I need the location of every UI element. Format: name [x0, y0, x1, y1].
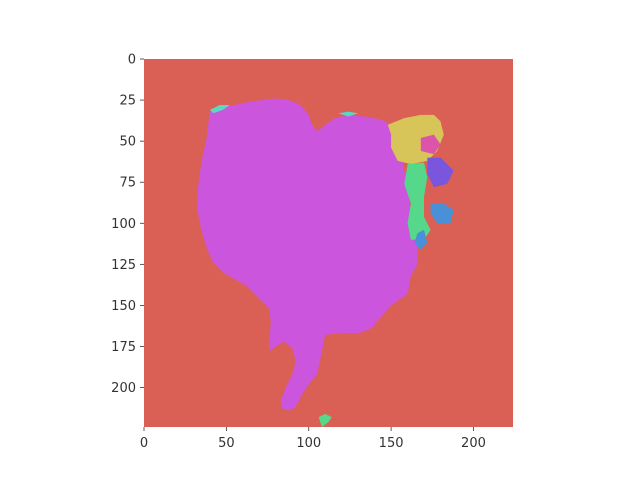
segment-green-2	[404, 162, 431, 240]
segment-indigo-5	[427, 157, 454, 188]
x-tick-label: 50	[218, 436, 235, 451]
x-tick-label: 150	[379, 436, 404, 451]
y-tick-label: 175	[111, 340, 136, 355]
segment-blue-6	[430, 203, 454, 224]
x-tick-label: 0	[140, 436, 148, 451]
plot-area	[144, 59, 513, 427]
y-tick-label: 25	[119, 94, 136, 109]
x-axis: 0 50 100 150 200	[140, 427, 486, 451]
y-tick-label: 50	[119, 135, 136, 150]
segment-pink-4	[420, 134, 441, 155]
x-tick-label: 100	[296, 436, 321, 451]
segment-teal-9	[338, 111, 359, 117]
x-tick-label: 200	[461, 436, 486, 451]
segment-main_segment-0	[196, 98, 418, 411]
segment-green-3	[318, 413, 332, 427]
y-tick-label: 150	[111, 299, 136, 314]
segment-layer	[196, 98, 454, 427]
y-tick-label: 100	[111, 217, 136, 232]
y-tick-label: 125	[111, 258, 136, 273]
y-axis: 0 25 50 75 100 125 150 175 200	[111, 53, 144, 396]
segment-teal-8	[209, 105, 230, 114]
segment-blue-7	[414, 229, 428, 250]
y-tick-label: 75	[119, 176, 136, 191]
y-tick-label: 0	[128, 53, 136, 68]
y-tick-label: 200	[111, 381, 136, 396]
